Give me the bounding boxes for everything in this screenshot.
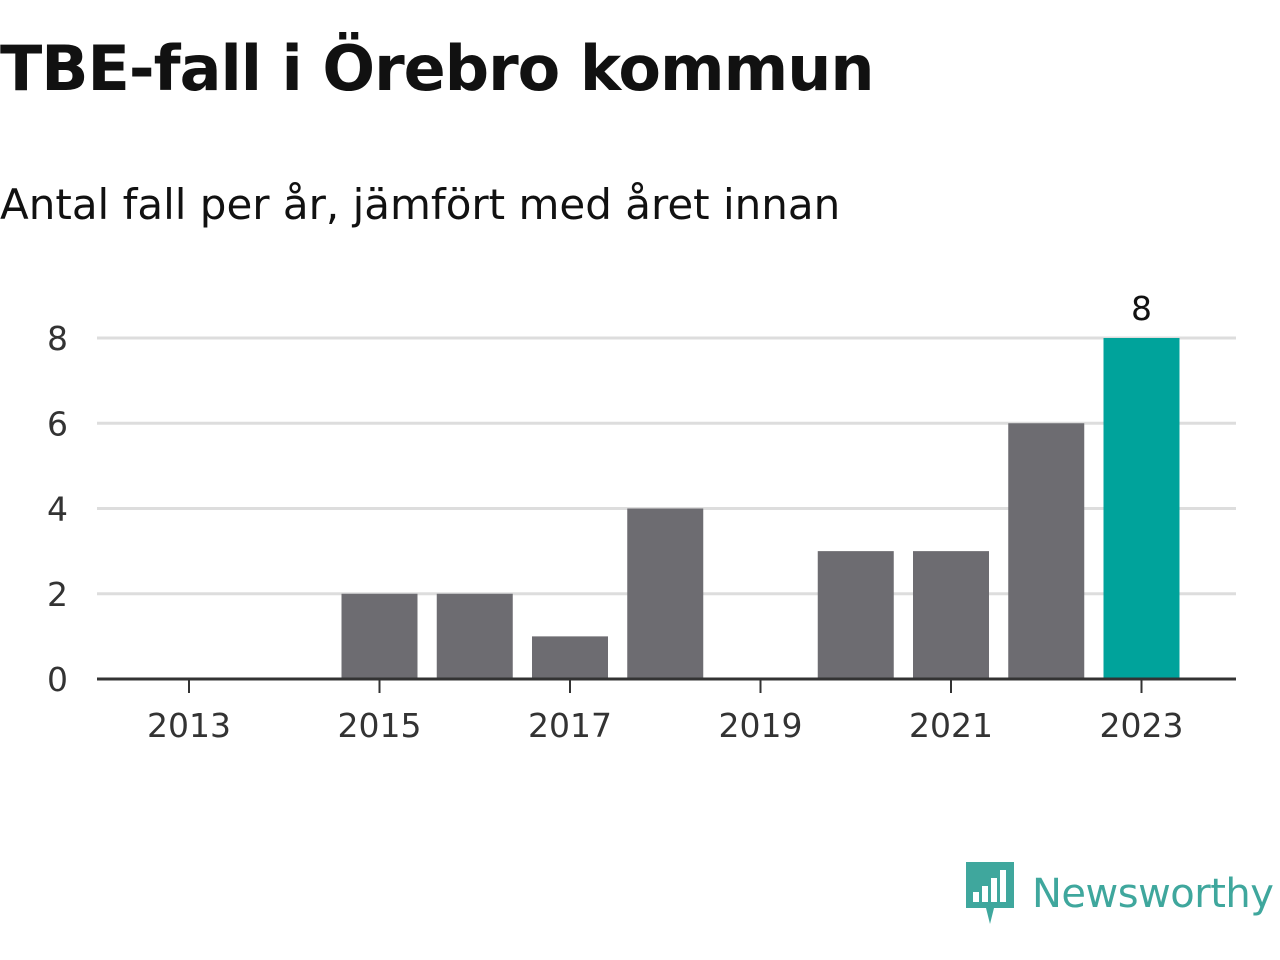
data-labels: 8 <box>1131 289 1152 328</box>
x-tick-label: 2013 <box>147 706 231 745</box>
bar-2017 <box>532 636 608 679</box>
y-tick-label: 4 <box>47 490 68 529</box>
bar-2022 <box>1008 423 1085 679</box>
bar-2016 <box>436 593 513 679</box>
newsworthy-logo-icon <box>966 862 1014 924</box>
bar-2021 <box>913 551 989 679</box>
x-tick-label: 2019 <box>719 706 803 745</box>
y-tick-label: 2 <box>47 575 68 614</box>
bar-2020 <box>817 551 894 679</box>
x-tick-label: 2015 <box>338 706 422 745</box>
bar-2018 <box>627 508 704 679</box>
x-axis-labels: 2013 2015 2017 2019 2021 2023 <box>147 706 1183 745</box>
bars <box>341 338 1180 679</box>
y-axis-labels: 0 2 4 6 8 <box>47 319 68 699</box>
chart-subtitle: Antal fall per år, jämfört med året inna… <box>0 180 841 229</box>
chart-title: TBE-fall i Örebro kommun <box>0 32 874 105</box>
x-tick-label: 2021 <box>909 706 993 745</box>
x-tick-label: 2023 <box>1100 706 1184 745</box>
brand-logo: Newsworthy <box>964 862 1274 926</box>
brand-name: Newsworthy <box>1032 871 1274 917</box>
x-tick-label: 2017 <box>528 706 612 745</box>
data-label-2023: 8 <box>1131 289 1152 328</box>
y-tick-label: 0 <box>47 660 68 699</box>
x-axis <box>97 677 1236 693</box>
bar-2015 <box>341 593 418 679</box>
y-tick-label: 6 <box>47 404 68 443</box>
bar-2023 <box>1103 338 1180 679</box>
y-tick-label: 8 <box>47 319 68 358</box>
